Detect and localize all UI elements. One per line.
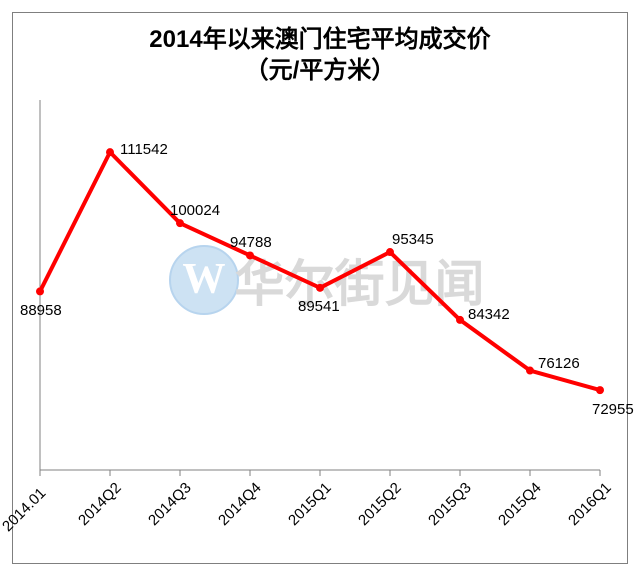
chart-frame: 2014年以来澳门住宅平均成交价 （元/平方米） W 华尔街见闻 8895811… — [0, 0, 640, 578]
data-label: 100024 — [170, 202, 220, 219]
data-label: 95345 — [392, 231, 434, 248]
data-label: 89541 — [298, 298, 340, 315]
chart-title-line2: （元/平方米） — [0, 55, 640, 86]
data-label: 72955 — [592, 401, 634, 418]
line-chart — [20, 90, 620, 480]
chart-title: 2014年以来澳门住宅平均成交价 （元/平方米） — [0, 24, 640, 86]
data-label: 84342 — [468, 306, 510, 323]
data-label: 94788 — [230, 234, 272, 251]
chart-title-line1: 2014年以来澳门住宅平均成交价 — [0, 24, 640, 55]
data-label: 76126 — [538, 355, 580, 372]
data-label: 111542 — [120, 141, 168, 158]
data-label: 88958 — [20, 302, 62, 319]
